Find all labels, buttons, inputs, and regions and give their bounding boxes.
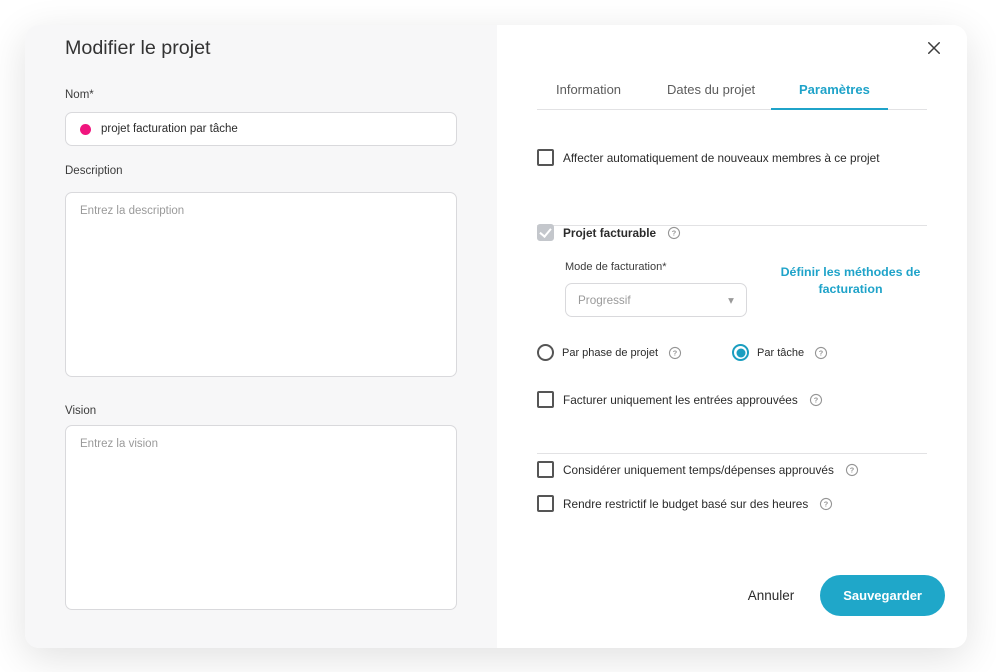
svg-text:?: ? <box>673 348 678 357</box>
svg-text:?: ? <box>850 465 855 474</box>
svg-text:?: ? <box>824 499 829 508</box>
svg-text:?: ? <box>672 228 677 237</box>
svg-text:?: ? <box>819 348 824 357</box>
svg-text:?: ? <box>814 395 819 404</box>
